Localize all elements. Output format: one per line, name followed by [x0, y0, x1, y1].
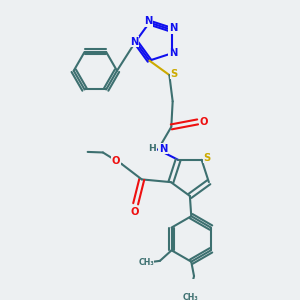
Text: N: N [159, 143, 167, 154]
Text: CH₃: CH₃ [183, 293, 199, 300]
Text: CH₃: CH₃ [138, 258, 154, 267]
Text: O: O [130, 207, 139, 217]
Text: H: H [148, 144, 156, 153]
Text: N: N [169, 23, 177, 34]
Text: O: O [200, 117, 208, 127]
Text: O: O [111, 156, 120, 167]
Text: S: S [203, 153, 211, 163]
Text: N: N [144, 16, 152, 26]
Text: S: S [171, 69, 178, 79]
Text: N: N [169, 48, 177, 58]
Text: N: N [130, 37, 138, 46]
